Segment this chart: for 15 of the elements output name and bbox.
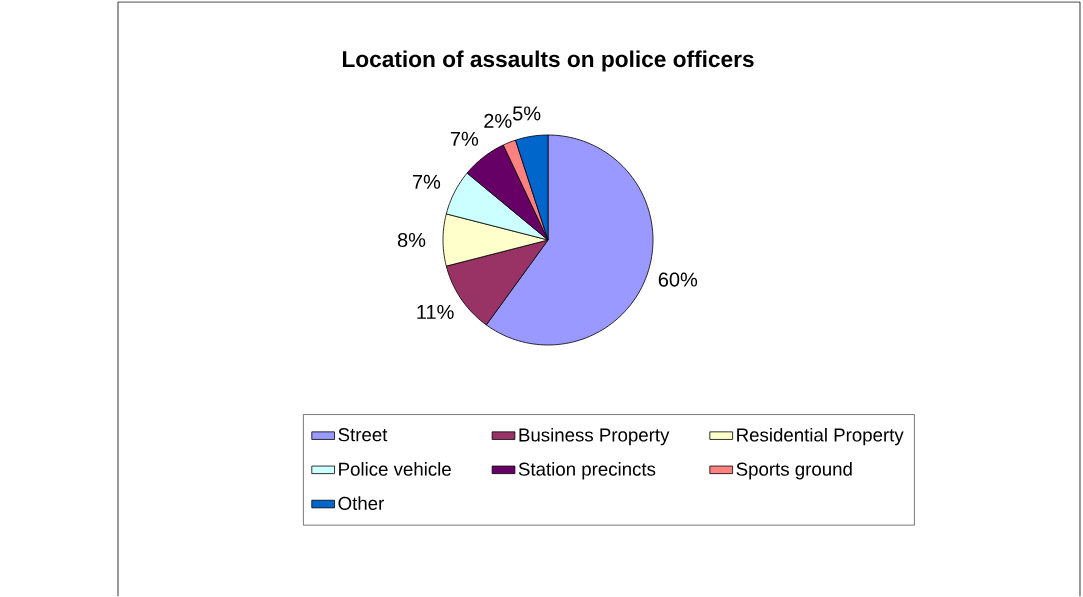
legend-label: Street [338,428,388,442]
data-label: 7% [412,174,441,189]
legend-label: Other [338,496,384,511]
data-label: 2% [484,113,512,129]
legend-label: Residential Property [737,428,904,446]
chart-title: Location of assaults on police officers [342,50,754,72]
data-label: 8% [397,233,426,248]
data-label: 60% [658,272,698,287]
data-label: 11% [417,305,454,320]
legend-label: Station precincts [518,462,656,480]
data-label: 5% [512,106,541,121]
data-label: 7% [450,131,479,146]
legend-label: Police vehicle [339,462,451,476]
legend-label: Sports ground [736,462,852,480]
legend-label: Business Property [519,428,670,446]
